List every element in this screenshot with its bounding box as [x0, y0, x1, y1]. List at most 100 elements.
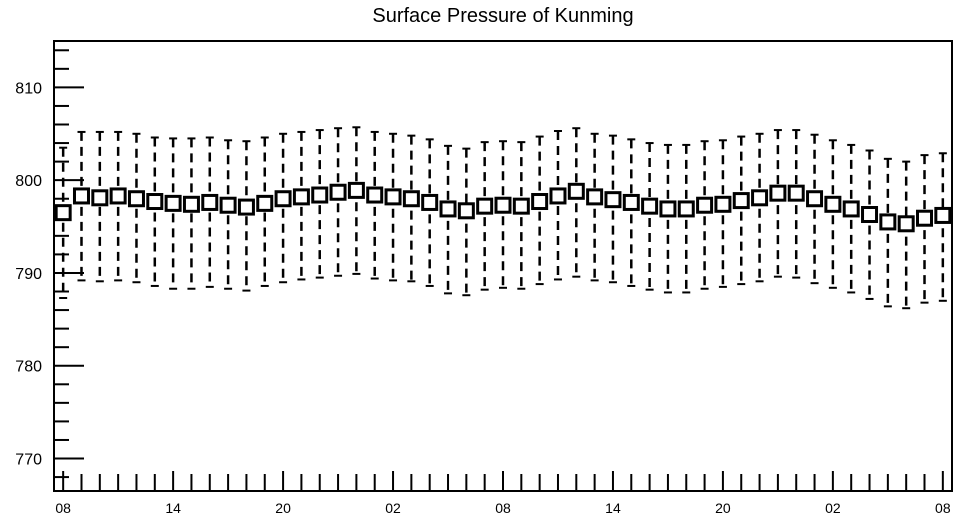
box-mark — [861, 149, 879, 300]
box-mark — [567, 127, 585, 278]
box-mark — [292, 130, 310, 281]
box-mark — [127, 132, 145, 284]
median-box — [366, 186, 384, 204]
box-mark — [879, 157, 897, 308]
median-box — [641, 197, 659, 215]
x-tick-label: 14 — [605, 500, 621, 516]
box-mark — [182, 137, 200, 290]
x-tick-label: 02 — [385, 500, 401, 516]
median-box — [292, 188, 310, 206]
box-mark — [512, 141, 530, 290]
y-tick-label: 770 — [15, 452, 42, 469]
x-tick-label: 08 — [495, 500, 511, 516]
box-mark — [641, 142, 659, 291]
box-mark — [842, 143, 860, 294]
median-box — [256, 194, 274, 212]
box-mark — [659, 143, 677, 294]
x-tick-label: 20 — [715, 500, 731, 516]
box-mark — [769, 129, 787, 278]
box-mark — [604, 134, 622, 284]
box-mark — [366, 130, 384, 280]
median-box — [549, 187, 567, 205]
median-box — [457, 202, 475, 220]
y-tick-label: 780 — [15, 359, 42, 376]
box-mark — [751, 132, 769, 283]
median-box — [732, 192, 750, 210]
box-mark — [237, 140, 255, 292]
median-box — [54, 204, 72, 222]
box-mark — [109, 130, 127, 282]
median-box — [934, 206, 952, 224]
median-box — [311, 186, 329, 204]
median-box — [109, 187, 127, 205]
x-axis: 08 14 20 02 08 14 20 02 08 — [55, 471, 951, 516]
box-mark — [531, 135, 549, 286]
median-box — [274, 190, 292, 208]
box-mark — [201, 136, 219, 288]
box-mark — [219, 139, 237, 290]
box-mark — [622, 138, 640, 287]
median-box — [164, 194, 182, 212]
box-mark — [329, 127, 347, 277]
median-box — [897, 215, 915, 233]
box-mark — [696, 140, 714, 290]
median-box — [677, 200, 695, 218]
box-mark — [586, 132, 604, 282]
median-box — [402, 190, 420, 208]
box-mark — [677, 143, 695, 294]
box-mark — [806, 133, 824, 285]
box-mark — [347, 126, 365, 275]
median-box — [219, 196, 237, 214]
box-mark — [897, 160, 915, 310]
box-mark — [311, 129, 329, 279]
median-box — [806, 190, 824, 208]
box-mark — [916, 154, 934, 304]
box-mark — [934, 152, 952, 302]
box-mark — [384, 132, 402, 282]
box-mark — [732, 135, 750, 286]
median-box — [604, 191, 622, 209]
box-mark — [164, 137, 182, 290]
median-box — [201, 193, 219, 211]
x-tick-label: 08 — [55, 500, 71, 516]
box-mark — [421, 138, 439, 287]
median-box — [146, 193, 164, 211]
median-box — [476, 197, 494, 215]
median-box — [347, 181, 365, 199]
chart-title: Surface Pressure of Kunming — [372, 5, 633, 27]
x-tick-label: 14 — [165, 500, 181, 516]
median-box — [787, 184, 805, 202]
box-mark — [256, 136, 274, 287]
box-mark — [274, 132, 292, 284]
box-mark — [439, 144, 457, 295]
median-box — [842, 200, 860, 218]
median-box — [769, 184, 787, 202]
box-mark — [787, 129, 805, 279]
box-mark — [494, 140, 512, 289]
median-box — [696, 196, 714, 214]
box-mark — [824, 139, 842, 289]
median-box — [622, 193, 640, 211]
median-box — [751, 189, 769, 207]
median-box — [127, 190, 145, 208]
median-box — [512, 197, 530, 215]
median-box — [72, 187, 90, 205]
x-tick-label: 02 — [825, 500, 841, 516]
x-tick-label: 20 — [275, 500, 291, 516]
box-series — [54, 126, 952, 310]
median-box — [659, 200, 677, 218]
box-mark — [549, 130, 567, 281]
y-tick-label: 810 — [15, 80, 42, 97]
box-mark — [91, 130, 109, 283]
median-box — [91, 189, 109, 207]
median-box — [531, 193, 549, 211]
box-mark — [146, 136, 164, 287]
box-mark — [714, 139, 732, 288]
median-box — [421, 193, 439, 211]
box-mark — [402, 134, 420, 283]
median-box — [329, 183, 347, 201]
median-box — [879, 213, 897, 231]
median-box — [494, 196, 512, 214]
median-box — [182, 195, 200, 213]
